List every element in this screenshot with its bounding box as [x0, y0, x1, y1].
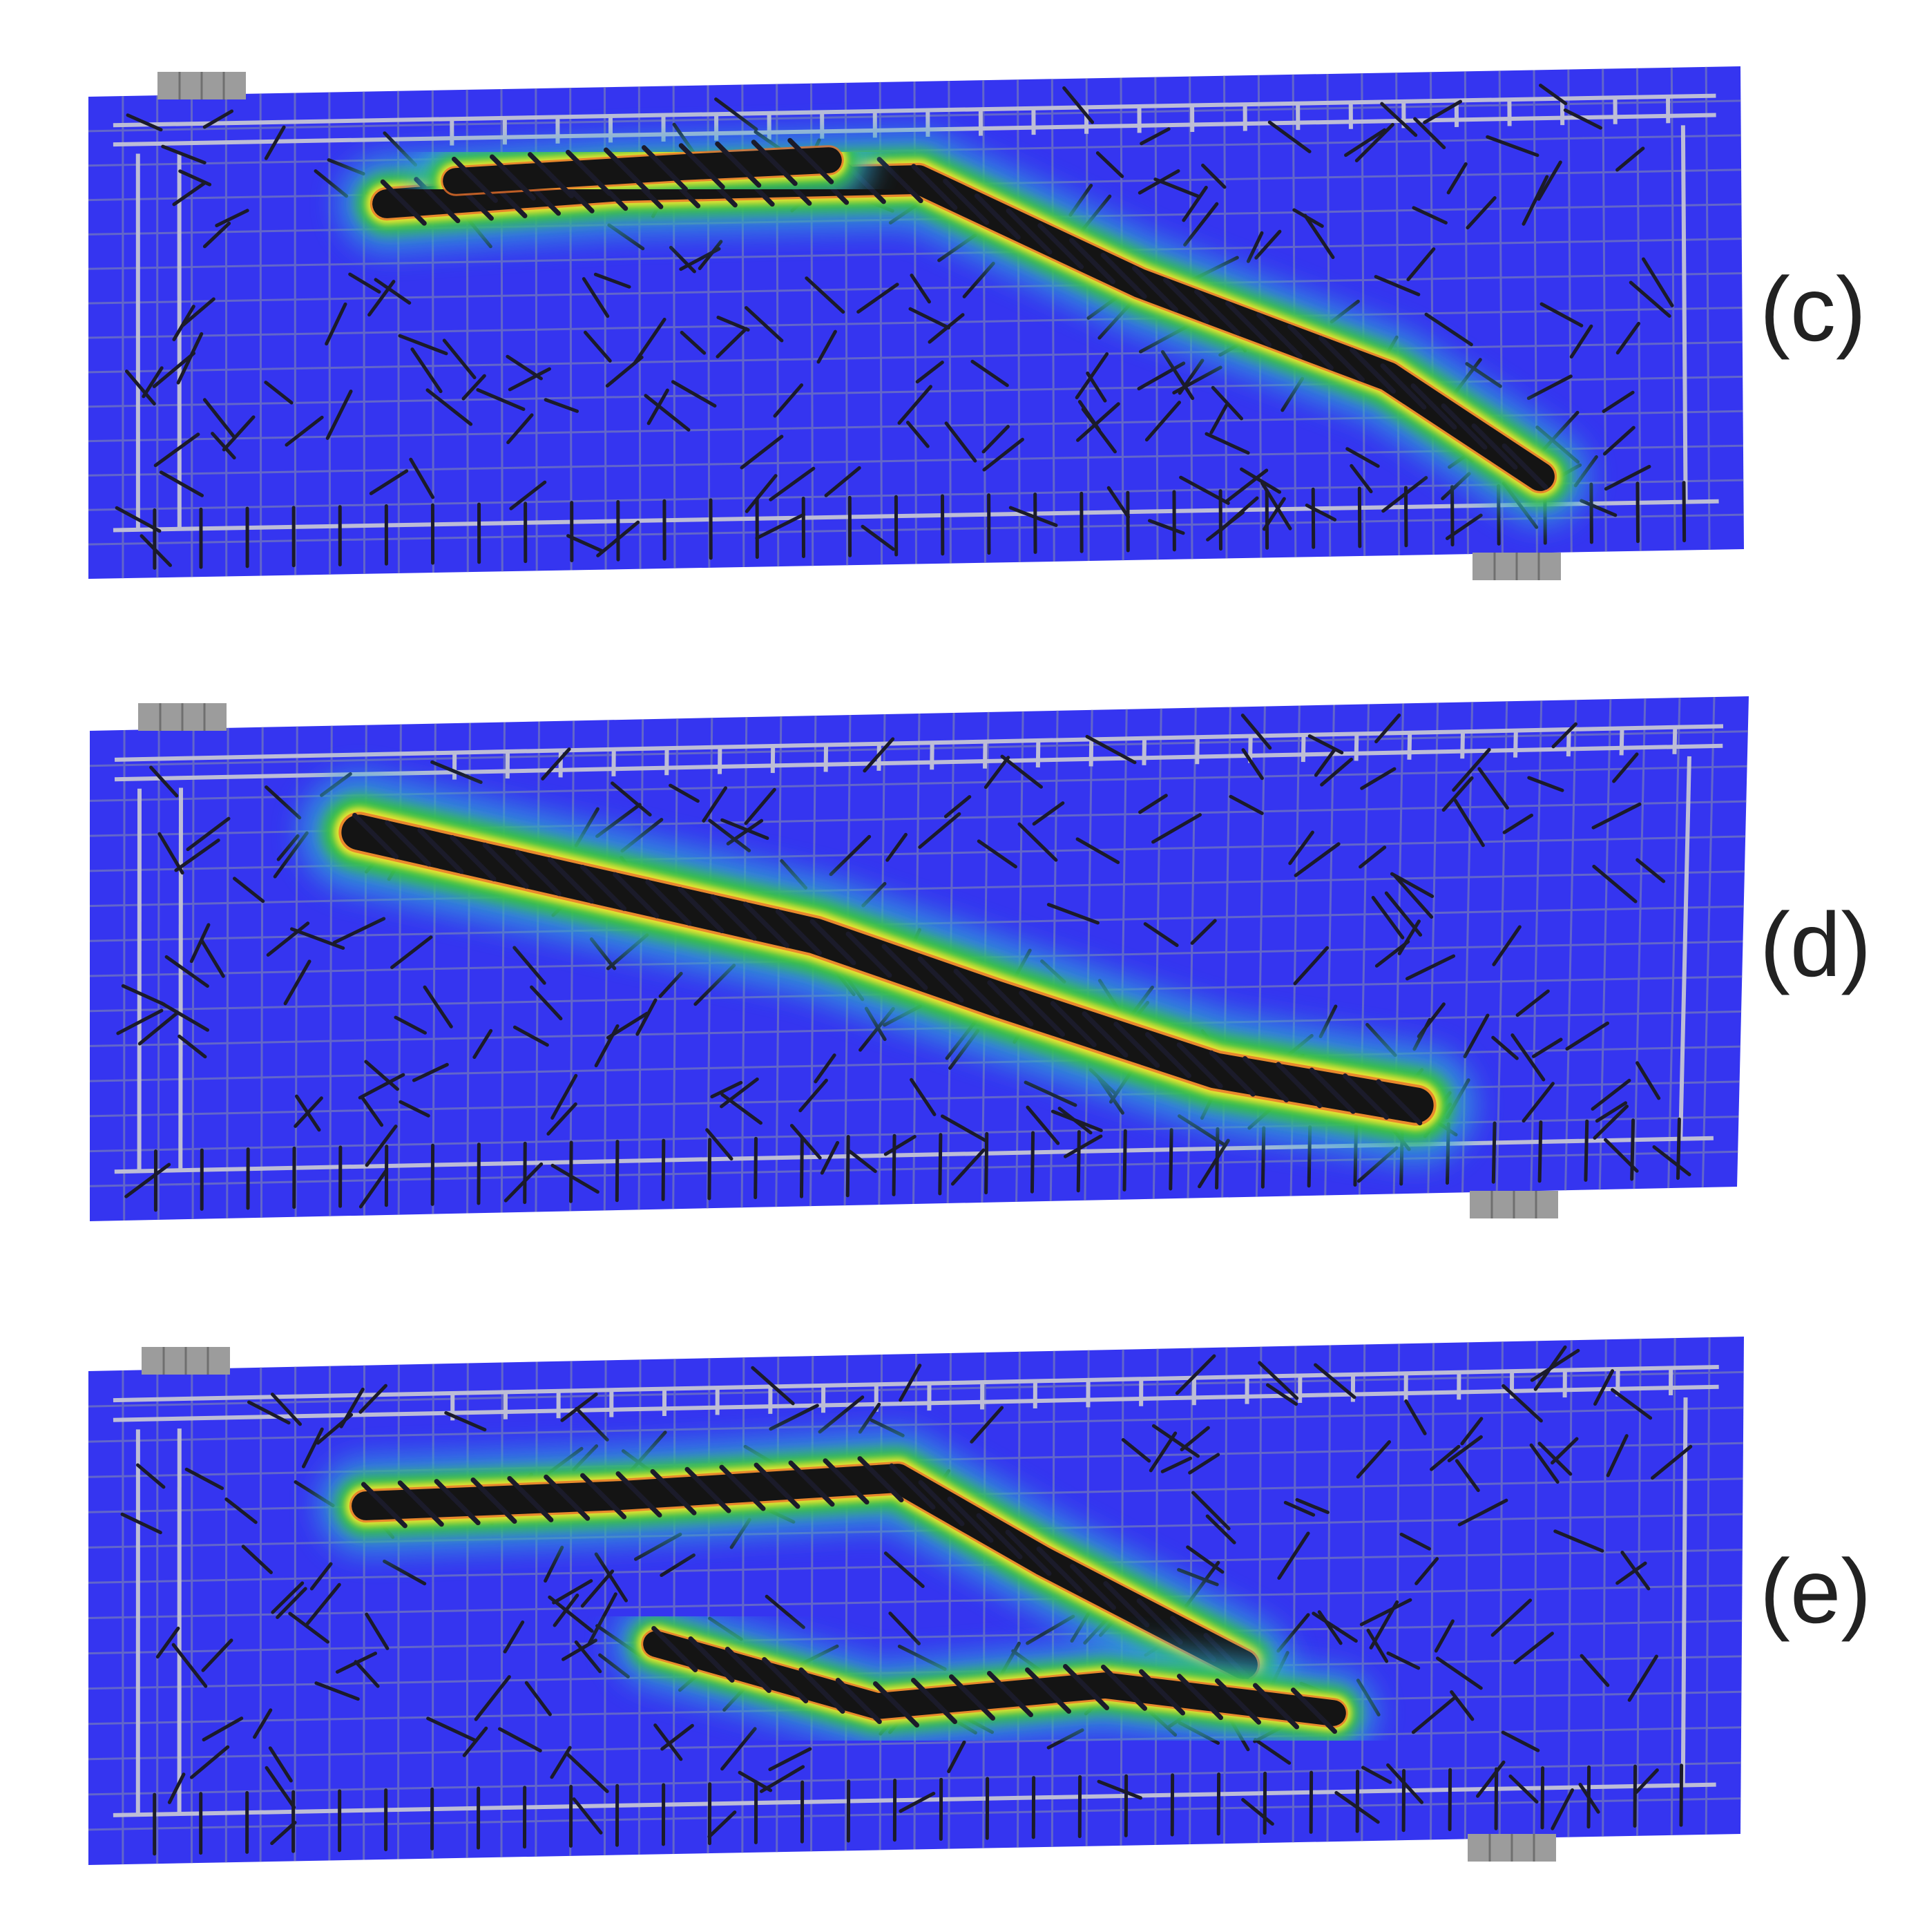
strain-band-2 — [612, 1600, 1377, 1757]
strain-band-1 — [317, 1429, 1292, 1714]
support-plate — [1472, 553, 1561, 580]
panel-label-c: (c) — [1760, 258, 1866, 360]
loading-plate — [142, 1347, 230, 1375]
reinforcement-cage — [113, 1364, 1719, 1817]
support-plate — [1470, 1191, 1558, 1218]
strain-band-2 — [412, 116, 873, 225]
panel-label-d: (d) — [1760, 894, 1872, 995]
panel-label-e: (e) — [1760, 1540, 1872, 1642]
support-plate — [1468, 1834, 1556, 1862]
loading-plate — [157, 72, 246, 99]
beam-panel-e — [88, 1337, 1744, 1865]
beam-panel-d — [89, 696, 1749, 1221]
strain-band-1 — [299, 772, 1476, 1165]
loading-plate — [138, 703, 227, 731]
beam-panel-c — [88, 66, 1744, 580]
